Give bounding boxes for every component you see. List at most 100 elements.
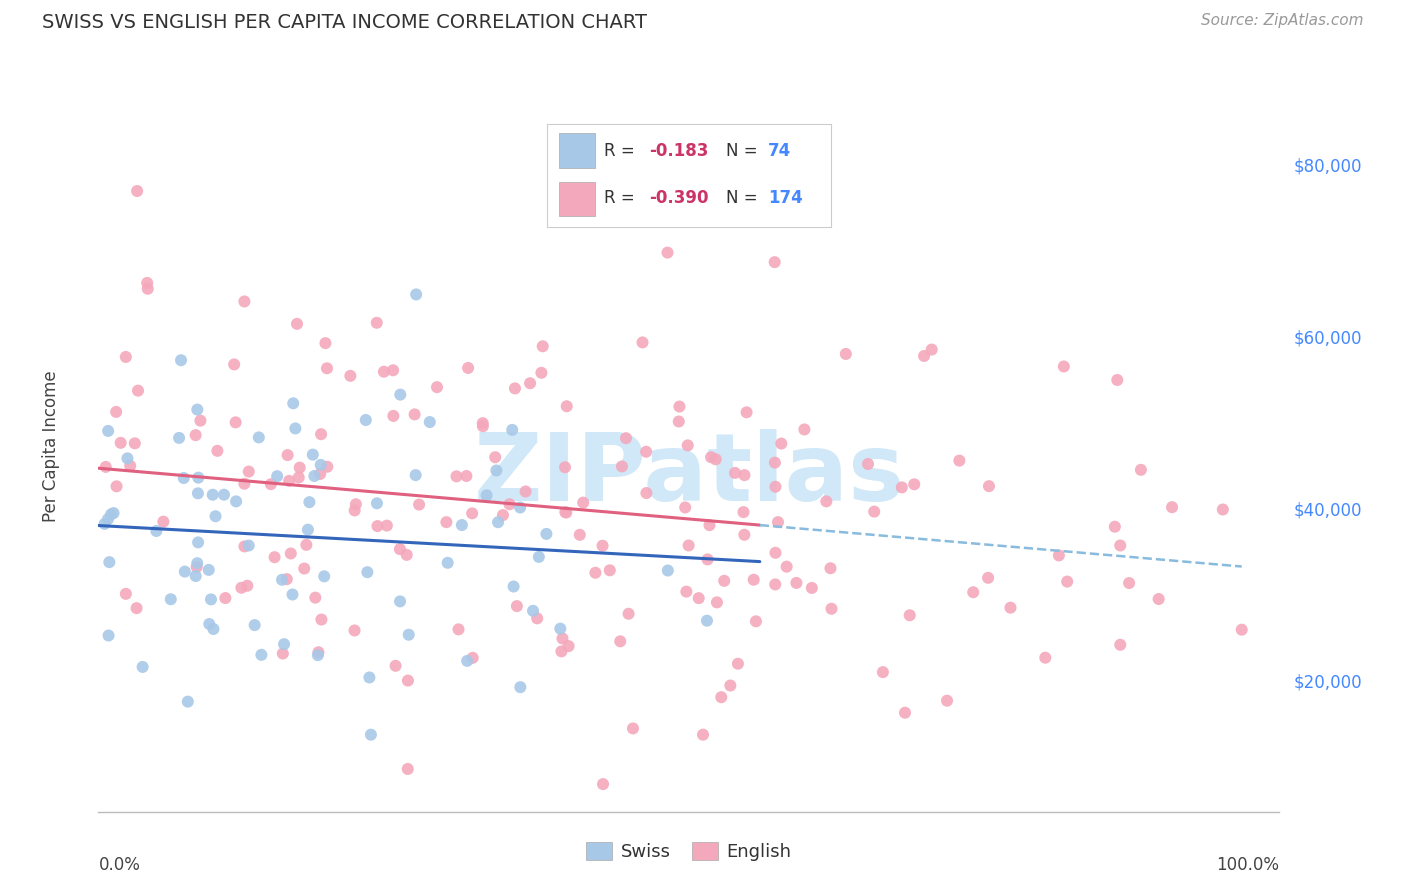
Text: 100.0%: 100.0%: [1216, 855, 1279, 873]
Point: [763, 577, 786, 591]
Point: [366, 519, 388, 533]
Point: [389, 387, 412, 401]
Point: [856, 457, 879, 471]
Point: [231, 581, 253, 595]
Point: [307, 648, 329, 662]
Point: [152, 515, 174, 529]
Point: [688, 591, 710, 606]
Point: [1109, 539, 1132, 553]
Point: [354, 413, 377, 427]
Point: [238, 539, 260, 553]
Text: 0.0%: 0.0%: [98, 855, 141, 873]
Point: [863, 505, 886, 519]
Point: [555, 399, 578, 413]
Point: [314, 569, 336, 583]
Point: [1230, 623, 1253, 637]
Point: [212, 488, 235, 502]
Point: [301, 448, 323, 462]
Point: [382, 409, 405, 423]
Point: [1161, 500, 1184, 515]
Point: [1109, 638, 1132, 652]
Point: [233, 294, 256, 309]
Point: [124, 436, 146, 450]
Point: [800, 581, 823, 595]
Point: [97, 424, 120, 438]
Point: [233, 540, 256, 554]
Point: [657, 564, 679, 578]
Point: [820, 561, 842, 575]
Point: [733, 528, 755, 542]
Point: [1033, 650, 1056, 665]
Point: [820, 601, 842, 615]
Point: [343, 624, 366, 638]
Point: [396, 762, 419, 776]
Point: [1056, 574, 1078, 589]
Point: [405, 468, 427, 483]
Point: [284, 421, 307, 435]
Point: [1107, 373, 1129, 387]
Point: [292, 561, 315, 575]
Point: [898, 608, 921, 623]
Text: -0.183: -0.183: [650, 142, 709, 160]
Point: [475, 488, 498, 502]
Point: [250, 648, 273, 662]
Point: [471, 416, 494, 430]
Point: [170, 353, 193, 368]
Point: [388, 542, 411, 557]
Text: SWISS VS ENGLISH PER CAPITA INCOME CORRELATION CHART: SWISS VS ENGLISH PER CAPITA INCOME CORRE…: [42, 13, 647, 32]
Point: [765, 546, 787, 560]
Point: [177, 695, 200, 709]
Point: [190, 414, 212, 428]
Text: ZIPatlas: ZIPatlas: [474, 429, 904, 521]
Point: [742, 573, 765, 587]
Point: [1104, 519, 1126, 533]
Point: [724, 466, 747, 480]
Point: [636, 444, 658, 458]
Point: [531, 339, 554, 353]
Point: [159, 592, 181, 607]
Point: [136, 276, 159, 290]
Point: [718, 679, 741, 693]
Point: [127, 184, 149, 198]
Point: [763, 456, 786, 470]
Point: [359, 670, 381, 684]
Point: [550, 622, 572, 636]
Point: [236, 579, 259, 593]
Point: [419, 415, 441, 429]
Point: [921, 343, 943, 357]
Point: [384, 658, 406, 673]
Point: [287, 470, 309, 484]
Point: [125, 601, 148, 615]
Point: [610, 459, 633, 474]
Point: [311, 613, 333, 627]
Point: [288, 460, 311, 475]
Point: [515, 484, 537, 499]
Point: [247, 430, 270, 444]
Point: [485, 463, 508, 477]
Point: [93, 516, 115, 531]
Point: [186, 402, 208, 417]
Point: [692, 728, 714, 742]
Point: [207, 443, 229, 458]
Point: [977, 479, 1000, 493]
Point: [492, 508, 515, 522]
Point: [675, 584, 697, 599]
Point: [127, 384, 149, 398]
Point: [184, 428, 207, 442]
Point: [700, 450, 723, 465]
Point: [173, 565, 195, 579]
Point: [486, 515, 509, 529]
Text: R =: R =: [605, 189, 640, 207]
Point: [186, 560, 208, 574]
Point: [117, 451, 139, 466]
Point: [243, 618, 266, 632]
Point: [224, 358, 246, 372]
Point: [266, 469, 288, 483]
Point: [375, 518, 398, 533]
Point: [696, 552, 718, 566]
Point: [704, 452, 727, 467]
Point: [1118, 576, 1140, 591]
Point: [501, 423, 523, 437]
Point: [509, 680, 531, 694]
Bar: [558, 134, 595, 169]
